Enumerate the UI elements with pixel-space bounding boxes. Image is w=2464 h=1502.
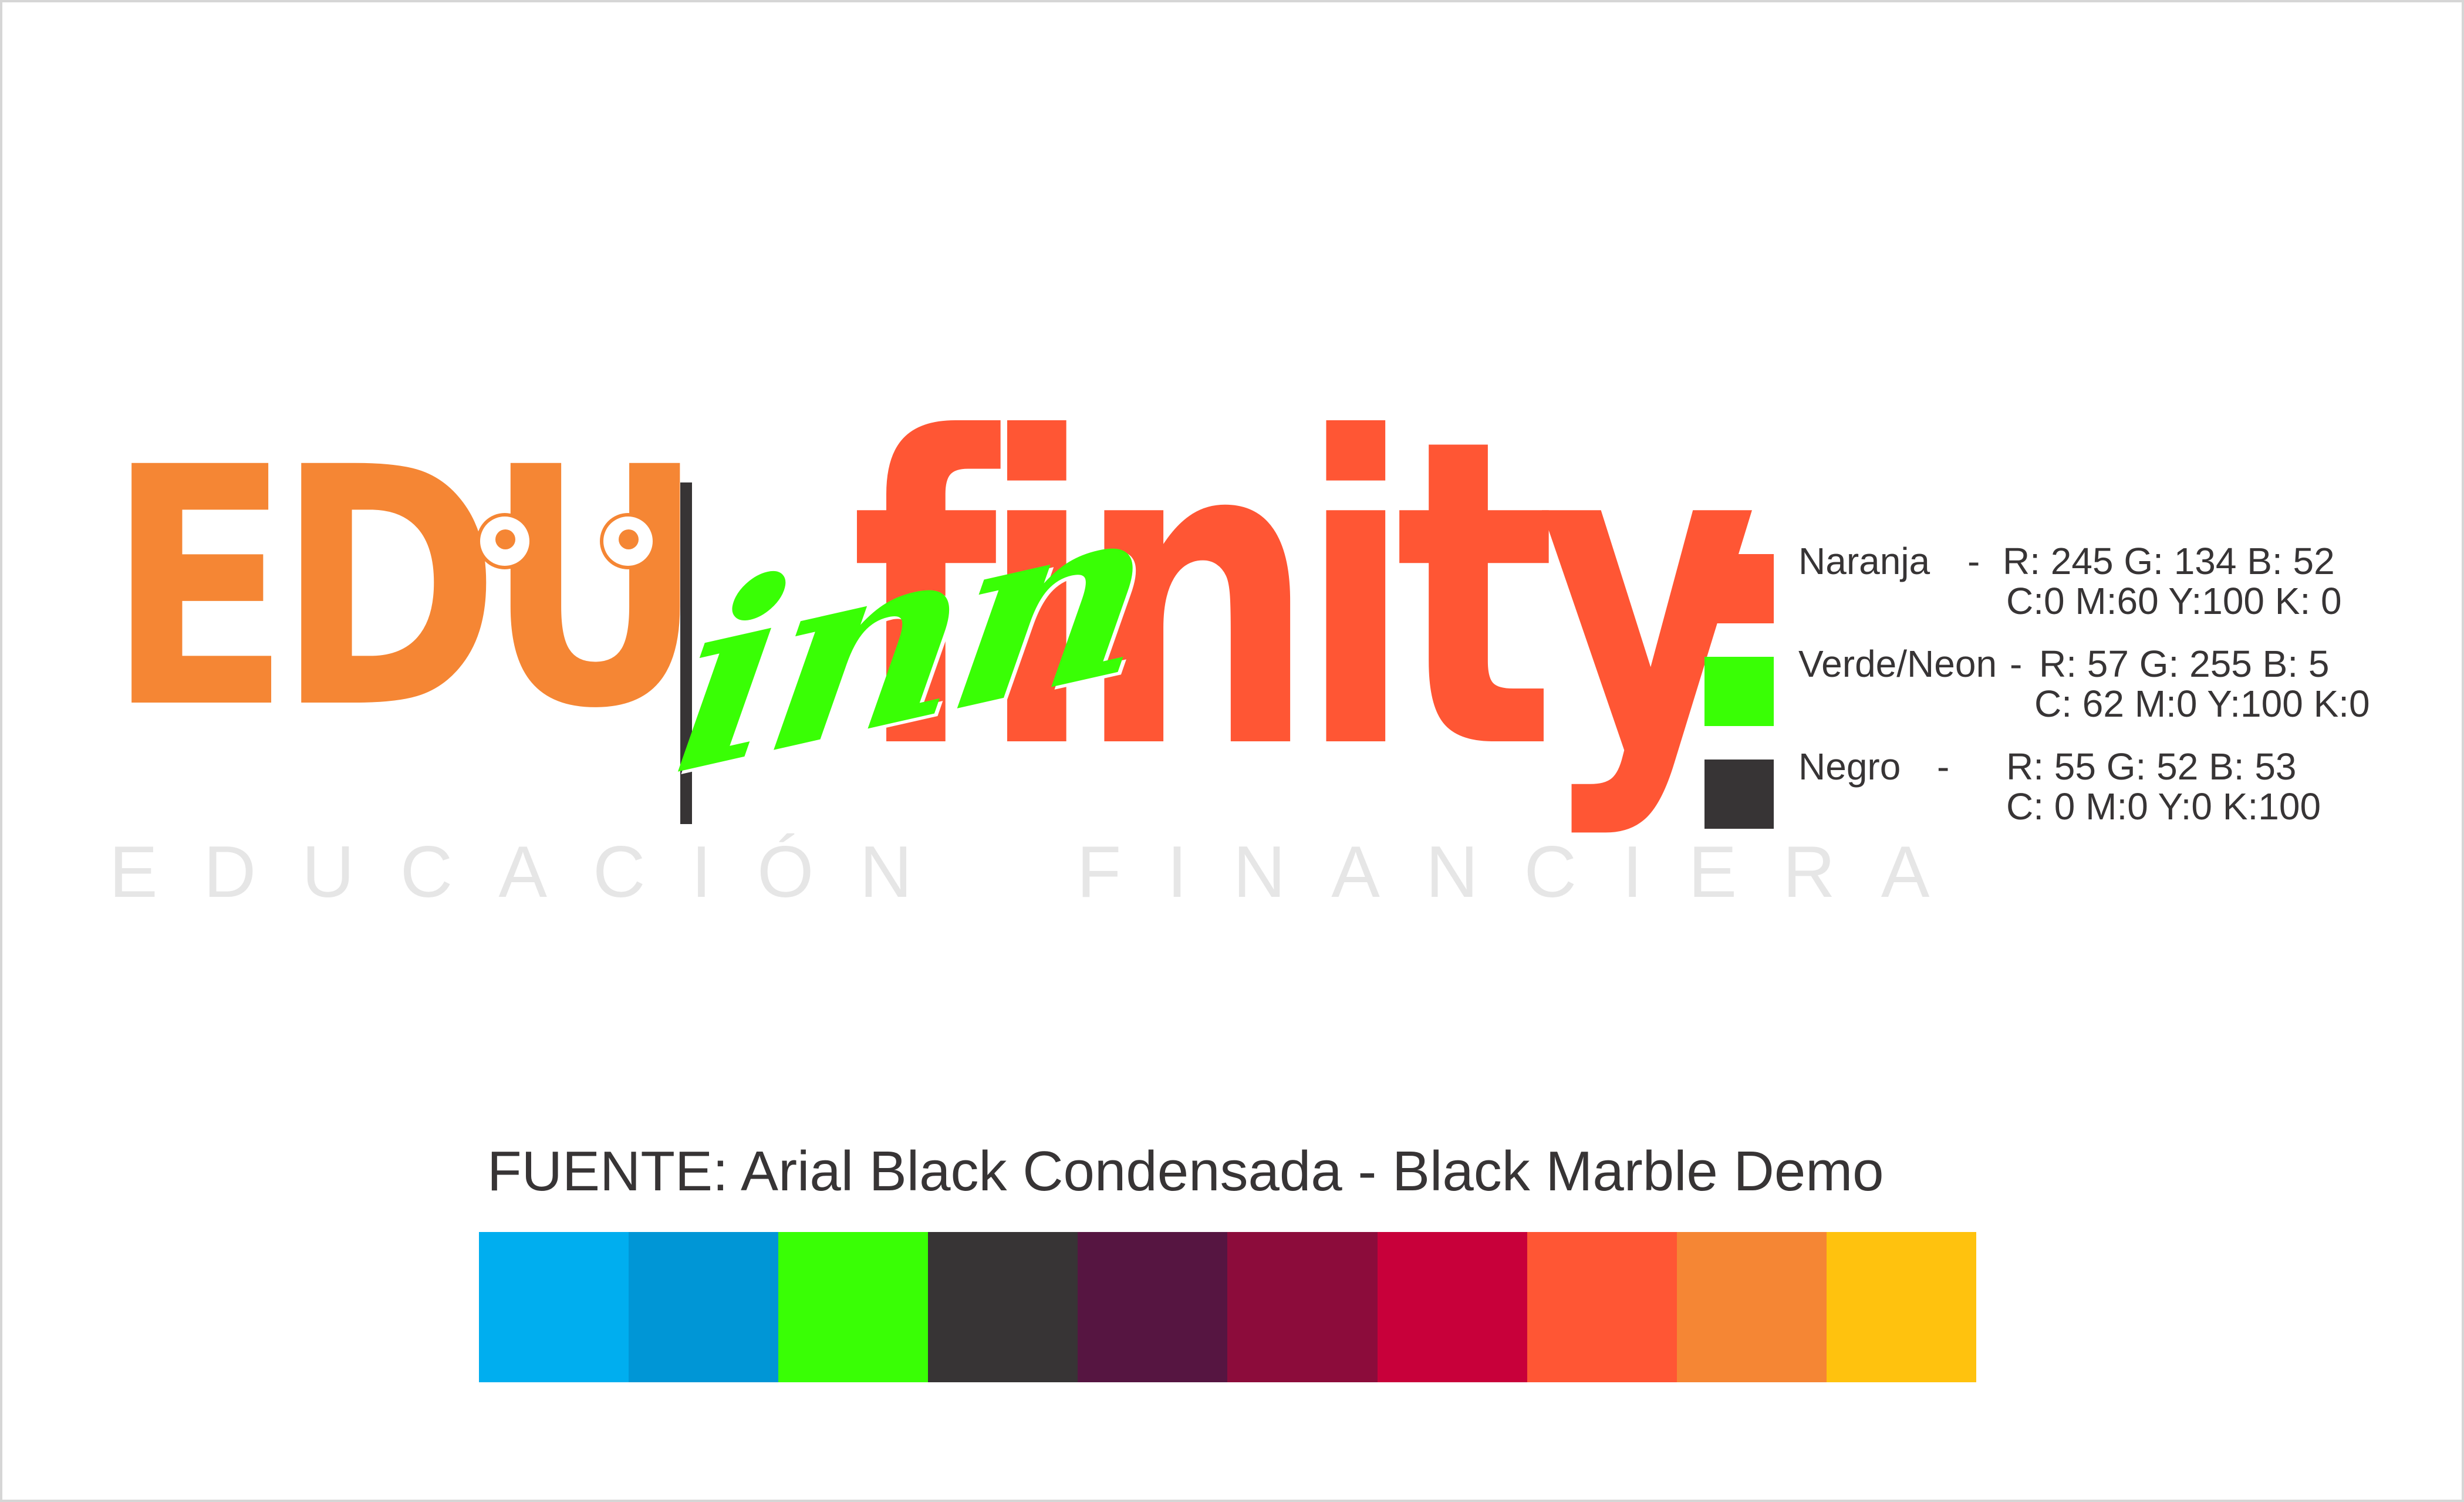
palette-swatch [928,1232,1078,1382]
palette-swatch [1227,1232,1377,1382]
color-dash: - [1967,542,1980,580]
right-pupil [619,529,639,549]
logo-tagline: EDUCACIÓN FINANCIERA [109,836,1975,909]
swatch-naranja [1704,554,1774,623]
color-cmyk: C: 62 M:0 Y:100 K:0 [2034,685,2370,723]
palette-swatch [778,1232,928,1382]
left-eye-icon [477,513,533,569]
palette-swatch [1827,1232,1976,1382]
color-dash: - [1937,748,1949,785]
palette-swatch [629,1232,778,1382]
palette-swatch [479,1232,629,1382]
color-cmyk: C: 0 M:0 Y:0 K:100 [2006,788,2321,825]
color-rgb: R: 57 G: 255 B: 5 [2039,645,2330,683]
color-palette [479,1232,1976,1382]
color-dash: - [2010,645,2022,683]
color-rgb: R: 245 G: 134 B: 52 [2003,542,2335,580]
palette-swatch [1378,1232,1527,1382]
swatch-verde [1704,657,1774,726]
palette-swatch [1677,1232,1827,1382]
right-eye-icon [600,513,656,569]
left-pupil [495,529,515,549]
color-name: Verde/Neon [1798,645,1997,683]
palette-swatch [1078,1232,1227,1382]
color-cmyk: C:0 M:60 Y:100 K: 0 [2006,582,2342,620]
font-note: FUENTE: Arial Black Condensada - Black M… [487,1143,1884,1200]
logo-edu-text: EDU [107,425,690,754]
color-name: Naranja [1798,542,1930,580]
swatch-negro [1704,760,1774,829]
color-name: Negro [1798,748,1901,785]
palette-swatch [1527,1232,1677,1382]
color-rgb: R: 55 G: 52 B: 53 [2006,748,2297,785]
